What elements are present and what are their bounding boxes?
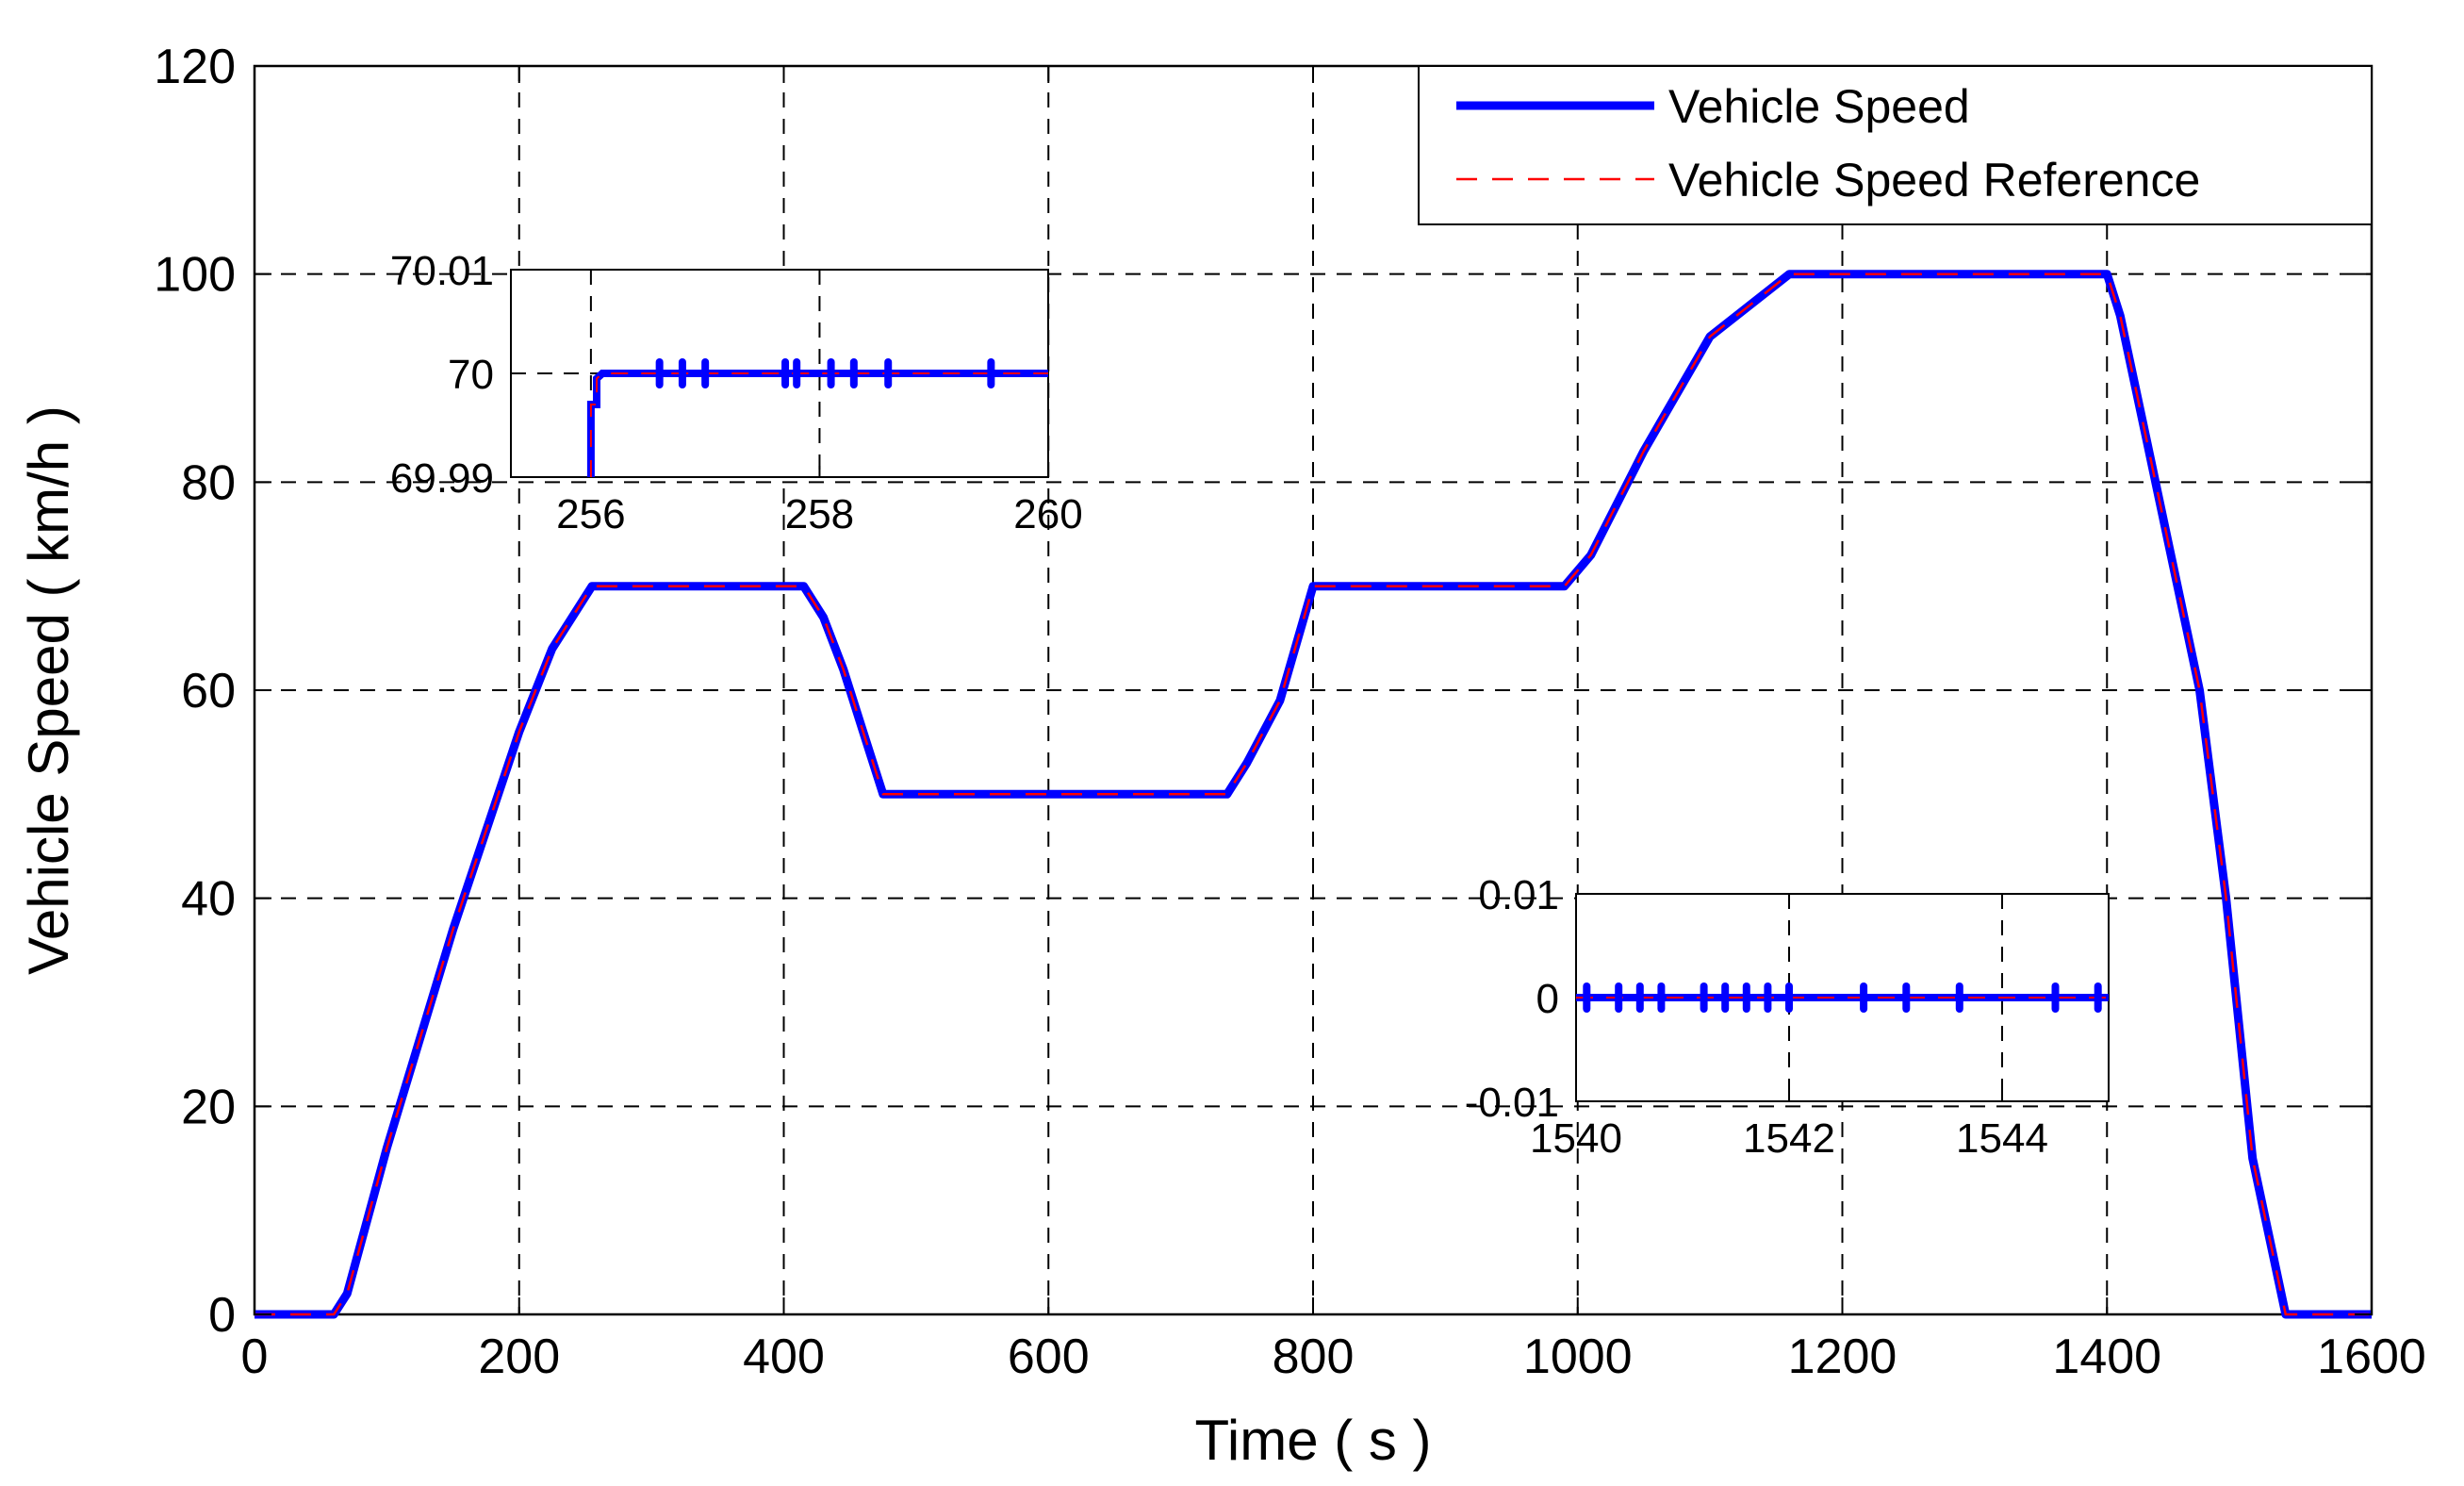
x-tick-label: 600 bbox=[1008, 1329, 1090, 1384]
legend-box bbox=[1418, 65, 2373, 225]
inset-x-tick-label: 1544 bbox=[1956, 1115, 2048, 1162]
y-tick-label: 0 bbox=[208, 1288, 236, 1343]
x-tick-label: 1600 bbox=[2317, 1329, 2426, 1384]
inset-y-tick-label: 0 bbox=[1536, 976, 1559, 1022]
inset-x-tick-label: 260 bbox=[1013, 491, 1082, 537]
axes: 0 200 400 600 800 1000 1200 1400 160002040608010… bbox=[154, 40, 2426, 1384]
legend-label-vehicle-speed: Vehicle Speed bbox=[1668, 80, 1970, 133]
legend: Vehicle Speed Vehicle Speed Reference bbox=[1418, 65, 2373, 225]
y-axis-title: Vehicle Speed ( km/h ) bbox=[17, 405, 80, 975]
y-tick-label: 100 bbox=[154, 248, 236, 303]
inset-y-tick-label: -0.01 bbox=[1465, 1080, 1559, 1126]
y-tick-label: 40 bbox=[181, 872, 236, 927]
series-vehicle-speed-reference bbox=[255, 272, 2372, 1316]
x-tick-label: 200 bbox=[478, 1329, 560, 1384]
x-tick-label: 400 bbox=[743, 1329, 825, 1384]
inset-y-tick-label: 69.99 bbox=[390, 455, 494, 502]
inset-x-tick-label: 256 bbox=[556, 491, 625, 537]
inset-y-tick-label: 0.01 bbox=[1478, 872, 1559, 918]
x-tick-label: 0 bbox=[241, 1329, 269, 1384]
inset-chart-2: 1540 1542 1544 -0.01 0 0.01 bbox=[1465, 872, 2110, 1162]
legend-label-vehicle-speed-reference: Vehicle Speed Reference bbox=[1668, 154, 2200, 206]
x-tick-label: 1400 bbox=[2052, 1329, 2161, 1384]
inset-x-tick-label: 1540 bbox=[1530, 1115, 1622, 1162]
vehicle-speed-reference-line bbox=[255, 272, 2372, 1316]
x-tick-label: 1000 bbox=[1523, 1329, 1633, 1384]
grid bbox=[255, 66, 2372, 1314]
inset-x-tick-label: 258 bbox=[785, 491, 854, 537]
inset-chart-1: 256 258 260 69.99 70 70.01 bbox=[390, 248, 1083, 537]
inset-vehicle-speed-reference-line bbox=[589, 372, 1048, 477]
x-tick-label: 800 bbox=[1273, 1329, 1355, 1384]
y-tick-label: 120 bbox=[154, 40, 236, 94]
y-tick-label: 20 bbox=[181, 1080, 236, 1134]
y-tick-label: 60 bbox=[181, 664, 236, 718]
inset-x-tick-label: 1542 bbox=[1743, 1115, 1835, 1162]
x-tick-label: 1200 bbox=[1788, 1329, 1897, 1384]
inset-y-tick-label: 70 bbox=[448, 352, 494, 398]
y-tick-label: 80 bbox=[181, 455, 236, 510]
inset-y-tick-label: 70.01 bbox=[390, 248, 494, 294]
x-axis-title: Time ( s ) bbox=[1194, 1409, 1431, 1472]
